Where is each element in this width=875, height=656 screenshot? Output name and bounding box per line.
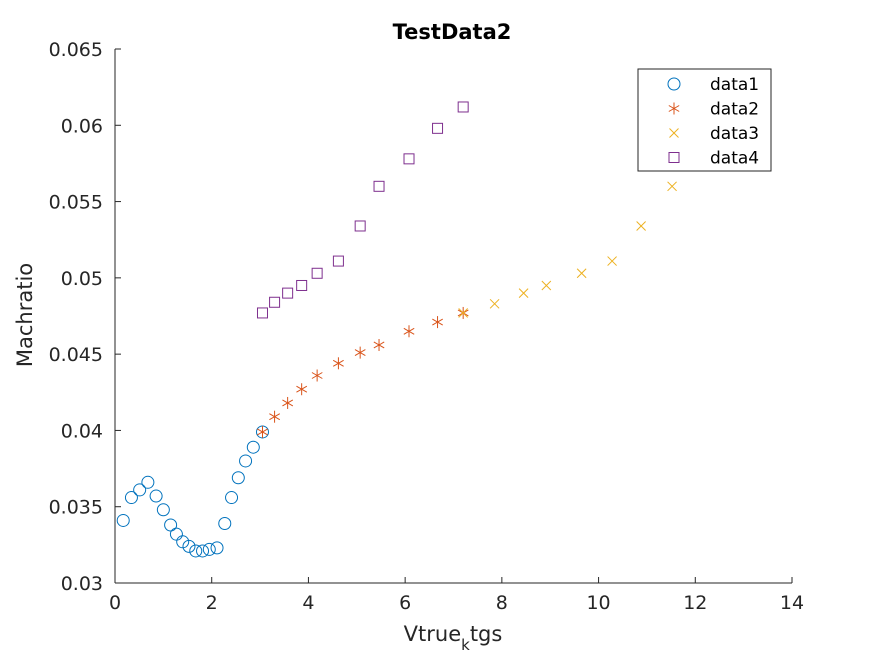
legend-marker-data1 — [667, 77, 681, 91]
data3-point — [667, 181, 677, 192]
data2-point — [403, 325, 415, 338]
data1-point — [116, 513, 130, 527]
data1-point — [210, 541, 224, 555]
y-tick-label: 0.03 — [61, 573, 103, 595]
axes: 0 2 4 6 8 10 12 14 0.03 0.035 0.04 0.045 0.05 0.055 0.… — [49, 39, 805, 614]
data3-point — [576, 268, 587, 279]
data1-point — [246, 440, 260, 454]
data4-point — [354, 220, 366, 232]
legend-item-data4: data4 — [668, 149, 759, 169]
legend-marker-data4 — [668, 152, 680, 163]
data2-point — [354, 346, 366, 359]
chart-title: TestData2 — [393, 20, 512, 44]
x-axis-label: Vtruektgs — [404, 622, 503, 654]
data4-point — [457, 101, 469, 113]
y-tick-label: 0.045 — [49, 344, 103, 366]
legend-item-data1: data1 — [667, 75, 759, 95]
data2-point — [296, 383, 308, 396]
legend-marker-data3 — [669, 128, 679, 138]
data1-point — [133, 483, 147, 497]
data1-point — [164, 518, 178, 532]
series-data1 — [116, 425, 269, 558]
data1-point — [239, 454, 253, 468]
series-data4 — [256, 101, 469, 319]
data1-point — [182, 539, 196, 553]
data-marks — [116, 101, 677, 558]
data4-point — [282, 287, 294, 299]
series-data2 — [257, 306, 469, 438]
data1-point — [218, 516, 232, 530]
data2-point — [332, 357, 344, 370]
data3-point — [489, 298, 500, 309]
data2-point — [257, 425, 268, 438]
data1-point — [196, 544, 210, 558]
legend-label-data4: data4 — [710, 149, 759, 169]
data3-point — [518, 288, 529, 298]
y-tick-label: 0.065 — [49, 39, 103, 61]
y-tick-label: 0.04 — [61, 420, 103, 442]
data4-point — [296, 279, 308, 291]
data3-point — [607, 256, 617, 266]
data1-point — [156, 503, 170, 517]
y-tick-label: 0.055 — [49, 192, 103, 214]
legend-item-data2: data2 — [668, 100, 759, 120]
legend-item-data3: data3 — [669, 124, 759, 144]
data1-point — [189, 544, 203, 558]
legend-marker-data2 — [668, 102, 680, 115]
data1-point — [231, 471, 245, 485]
x-tick-label: 14 — [780, 592, 804, 614]
data4-point — [256, 307, 268, 319]
data4-point — [403, 153, 415, 165]
x-tick-label: 6 — [399, 592, 411, 614]
y-axis-label: Machratio — [13, 263, 37, 367]
data4-point — [332, 255, 344, 267]
data1-point — [225, 491, 239, 505]
data4-point — [311, 267, 323, 279]
legend-box — [637, 68, 772, 172]
data3-point — [636, 221, 646, 231]
x-tick-label: 0 — [109, 592, 121, 614]
data1-point — [202, 542, 216, 556]
x-tick-label: 8 — [496, 592, 508, 614]
legend-label-data1: data1 — [710, 75, 759, 95]
y-tick-label: 0.05 — [61, 268, 103, 290]
data4-point — [432, 122, 444, 134]
x-tick-label: 12 — [683, 592, 707, 614]
legend: data1 data2 data3 data4 — [637, 68, 772, 172]
data1-point — [141, 475, 155, 489]
data2-point — [269, 410, 281, 423]
data2-point — [373, 338, 385, 351]
legend-label-data3: data3 — [710, 124, 759, 144]
x-tick-label: 4 — [302, 592, 314, 614]
legend-label-data2: data2 — [710, 100, 759, 120]
y-tick-label: 0.06 — [61, 115, 103, 137]
data2-point — [311, 369, 323, 382]
data2-point — [282, 396, 294, 409]
x-tick-label: 2 — [206, 592, 218, 614]
data1-point — [124, 491, 138, 505]
data4-point — [269, 296, 281, 308]
data3-point — [458, 308, 469, 318]
x-tick-label: 10 — [586, 592, 610, 614]
y-tick-label: 0.035 — [49, 497, 103, 519]
data4-point — [373, 180, 385, 192]
series-data3 — [458, 181, 677, 318]
data3-point — [541, 280, 552, 291]
data2-point — [432, 316, 443, 329]
data1-point — [149, 489, 163, 503]
